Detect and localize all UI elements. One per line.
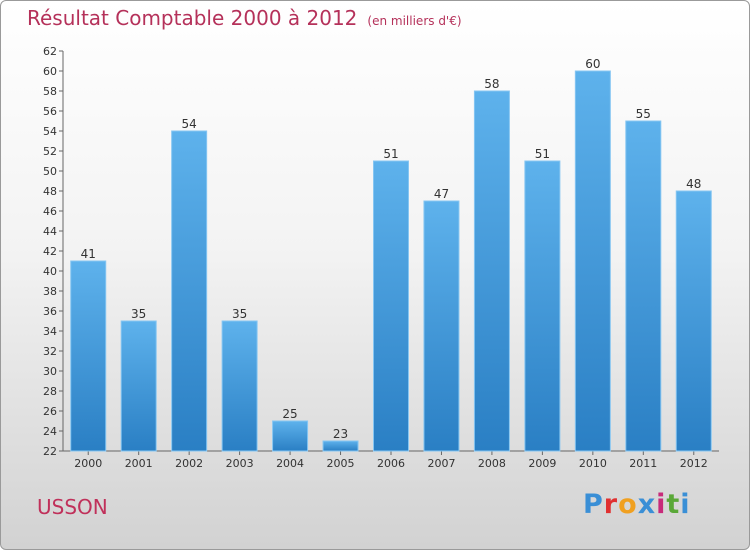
y-tick-label: 62 <box>43 45 57 58</box>
proxiti-logo: Proxiti <box>583 489 691 520</box>
value-label-2005: 23 <box>333 427 348 441</box>
x-tick-label: 2009 <box>528 457 556 470</box>
bar-2012 <box>675 190 712 452</box>
y-tick-label: 30 <box>43 365 57 378</box>
x-tick-label: 2005 <box>327 457 355 470</box>
x-tick-label: 2004 <box>276 457 304 470</box>
logo-letter: i <box>656 489 667 520</box>
value-label-2012: 48 <box>686 177 701 191</box>
logo-letter: P <box>583 489 604 520</box>
y-tick-label: 46 <box>43 205 57 218</box>
bar-2006 <box>373 160 409 452</box>
value-label-2002: 54 <box>182 117 197 131</box>
bar-2004 <box>272 420 309 452</box>
y-tick-label: 52 <box>43 145 57 158</box>
bar-2005 <box>322 440 359 452</box>
value-label-2000: 41 <box>81 247 96 261</box>
bars <box>70 70 712 452</box>
x-tick-label: 2010 <box>579 457 607 470</box>
value-label-2007: 47 <box>434 187 449 201</box>
y-tick-label: 40 <box>43 265 57 278</box>
value-label-2003: 35 <box>232 307 247 321</box>
bar-2003 <box>221 320 258 452</box>
x-tick-label: 2001 <box>125 457 153 470</box>
value-label-2010: 60 <box>585 57 600 71</box>
y-tick-label: 48 <box>43 185 57 198</box>
y-tick-label: 24 <box>43 425 57 438</box>
labels: 2000 41 2001 35 2002 54 2003 35 2004 25 2005 23 2006… <box>74 57 708 470</box>
value-label-2008: 58 <box>484 77 499 91</box>
commune-name: USSON <box>37 495 108 519</box>
x-tick-label: 2012 <box>680 457 708 470</box>
x-tick-label: 2000 <box>74 457 102 470</box>
value-label-2006: 51 <box>383 147 398 161</box>
y-tick-label: 28 <box>43 385 57 398</box>
bar-2001 <box>120 320 157 452</box>
y-tick-label: 34 <box>43 325 57 338</box>
x-tick-label: 2008 <box>478 457 506 470</box>
y-tick-label: 22 <box>43 445 57 458</box>
x-tick-label: 2006 <box>377 457 405 470</box>
x-tick-label: 2011 <box>629 457 657 470</box>
bar-2008 <box>473 90 510 452</box>
logo-letter: o <box>618 489 638 520</box>
chart-title: Résultat Comptable 2000 à 2012 (en millie… <box>27 6 462 30</box>
x-tick-label: 2002 <box>175 457 203 470</box>
chart-title-text: Résultat Comptable 2000 à 2012 <box>27 6 358 30</box>
y-tick-label: 32 <box>43 345 57 358</box>
value-label-2009: 51 <box>535 147 550 161</box>
bar-2011 <box>625 120 662 452</box>
bar-2009 <box>524 160 561 452</box>
y-tick-label: 58 <box>43 85 57 98</box>
x-tick-label: 2007 <box>427 457 455 470</box>
y-tick-label: 42 <box>43 245 57 258</box>
y-tick-label: 50 <box>43 165 57 178</box>
logo-letter: x <box>637 489 657 520</box>
y-tick-label: 36 <box>43 305 57 318</box>
value-label-2001: 35 <box>131 307 146 321</box>
axes: 22 24 26 28 30 32 34 36 38 40 42 44 46 48 50 52 54 56 58 60… <box>43 45 719 458</box>
bar-2007 <box>423 200 460 452</box>
y-tick-label: 44 <box>43 225 57 238</box>
value-label-2004: 25 <box>282 407 297 421</box>
y-tick-label: 26 <box>43 405 57 418</box>
bar-2002 <box>171 130 208 452</box>
y-tick-label: 56 <box>43 105 57 118</box>
logo-letter: i <box>680 489 691 520</box>
logo-letter: t <box>666 489 681 520</box>
logo-letter: r <box>603 489 619 520</box>
bar-2000 <box>70 260 107 452</box>
y-tick-label: 60 <box>43 65 57 78</box>
bar-2010 <box>574 70 611 452</box>
chart-subtitle: (en milliers d'€) <box>367 14 462 28</box>
x-tick-label: 2003 <box>226 457 254 470</box>
value-label-2011: 55 <box>636 107 651 121</box>
y-tick-label: 54 <box>43 125 57 138</box>
y-tick-label: 38 <box>43 285 57 298</box>
